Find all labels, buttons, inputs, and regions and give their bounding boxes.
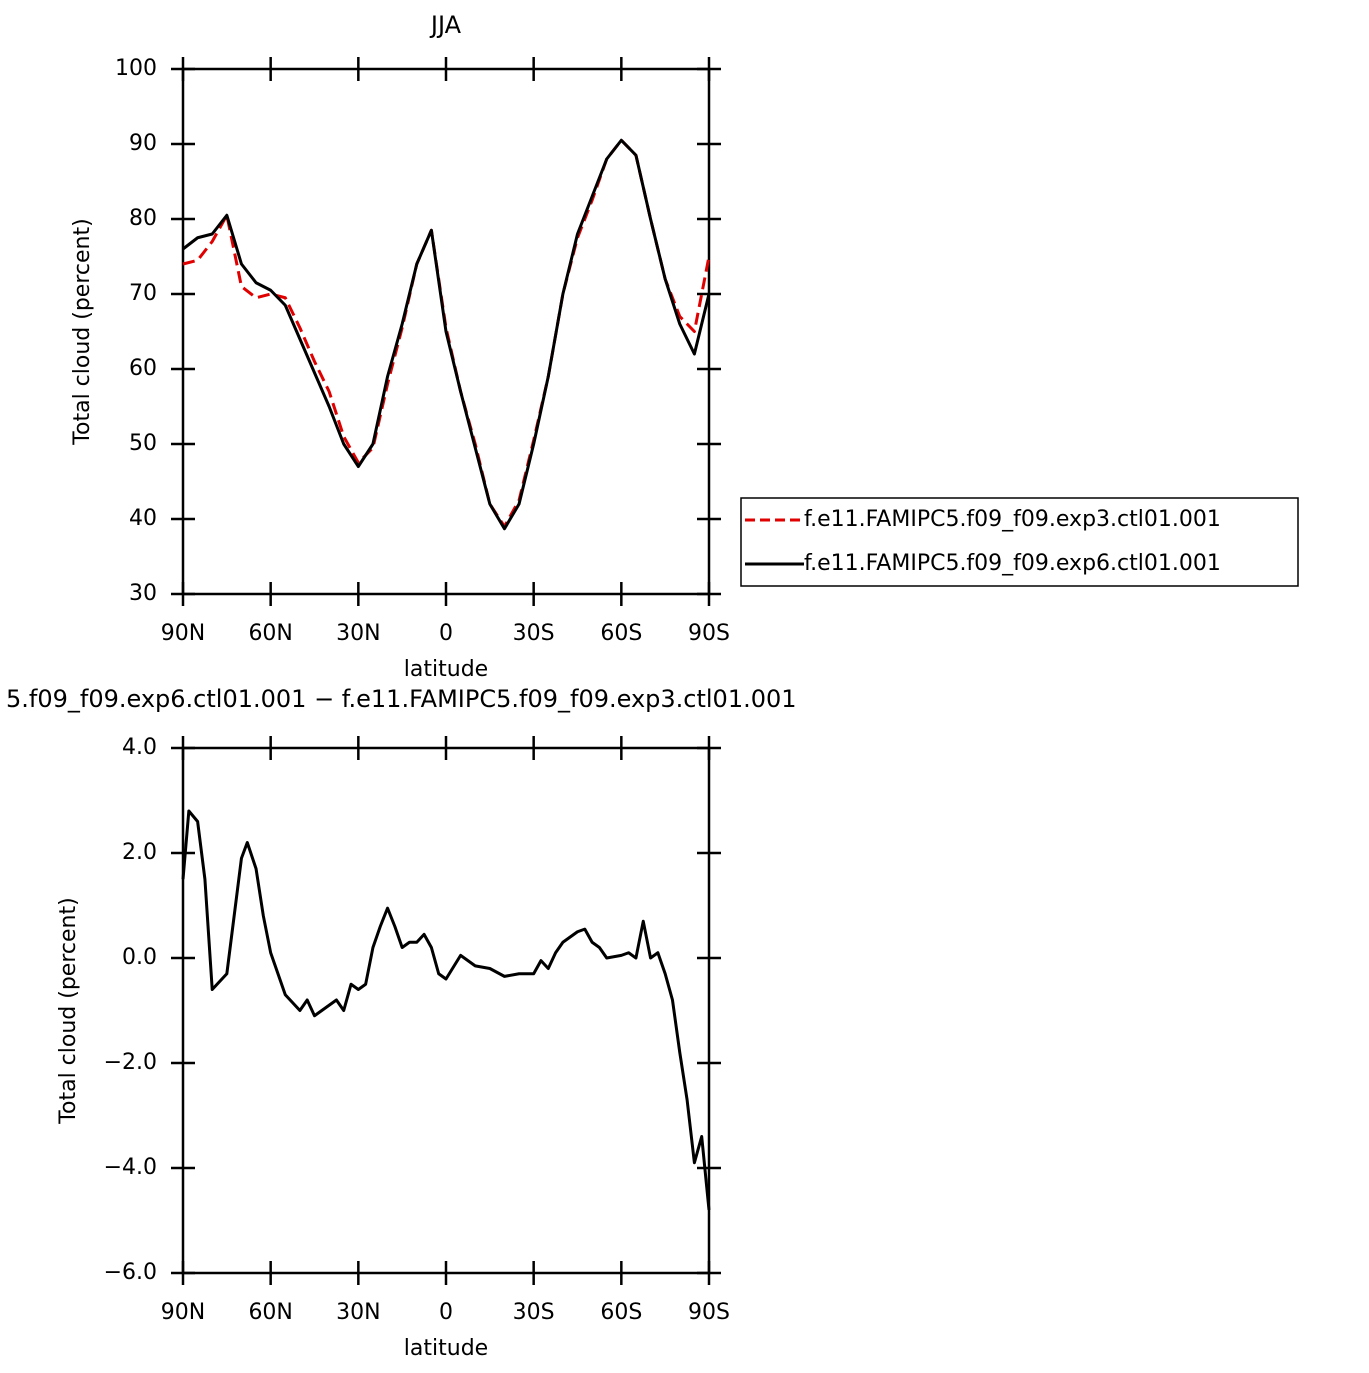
x-tick-label: 30N [336, 621, 380, 646]
plot-frame [181, 67, 711, 596]
x-tick-label: 60N [248, 621, 292, 646]
y-tick-label: −2.0 [104, 1050, 157, 1075]
y-tick-label: 30 [129, 581, 157, 606]
plot-frame [181, 746, 711, 1275]
x-tick-label: 30S [513, 621, 555, 646]
x-tick-label: 90S [688, 621, 730, 646]
x-tick-label: 60S [600, 1300, 642, 1325]
y-tick-label: 50 [129, 431, 157, 456]
x-tick-label: 60N [248, 1300, 292, 1325]
x-tick-label: 90N [161, 1300, 205, 1325]
legend-box [740, 497, 1299, 587]
y-tick-label: 90 [129, 131, 157, 156]
y-tick-label: 100 [115, 56, 157, 81]
y-axis-label: Total cloud (percent) [56, 897, 81, 1124]
x-tick-label: 60S [600, 621, 642, 646]
x-tick-label: 30S [513, 1300, 555, 1325]
y-tick-label: 0.0 [122, 945, 157, 970]
y-tick-label: 60 [129, 356, 157, 381]
legend-label: f.e11.FAMIPC5.f09_f09.exp3.ctl01.001 [804, 507, 1221, 532]
data-line [181, 809, 711, 1211]
x-axis-label: latitude [404, 1336, 488, 1361]
y-tick-label: −4.0 [104, 1155, 157, 1180]
y-tick-label: −6.0 [104, 1260, 157, 1285]
x-tick-label: 0 [439, 621, 453, 646]
x-tick-label: 90N [161, 621, 205, 646]
chart-title: JJA [429, 11, 462, 39]
y-tick-label: 80 [129, 206, 157, 231]
y-axis-label: Total cloud (percent) [70, 218, 95, 445]
data-line [182, 138, 711, 531]
y-tick-label: 2.0 [122, 840, 157, 865]
x-tick-label: 90S [688, 1300, 730, 1325]
y-tick-label: 4.0 [122, 735, 157, 760]
x-tick-label: 30N [336, 1300, 380, 1325]
legend-label: f.e11.FAMIPC5.f09_f09.exp6.ctl01.001 [804, 551, 1221, 576]
x-axis-label: latitude [404, 657, 488, 682]
x-tick-label: 0 [439, 1300, 453, 1325]
y-tick-label: 70 [129, 281, 157, 306]
chart-title: 5.f09_f09.exp6.ctl01.001 − f.e11.FAMIPC5… [6, 685, 797, 713]
y-tick-label: 40 [129, 506, 157, 531]
